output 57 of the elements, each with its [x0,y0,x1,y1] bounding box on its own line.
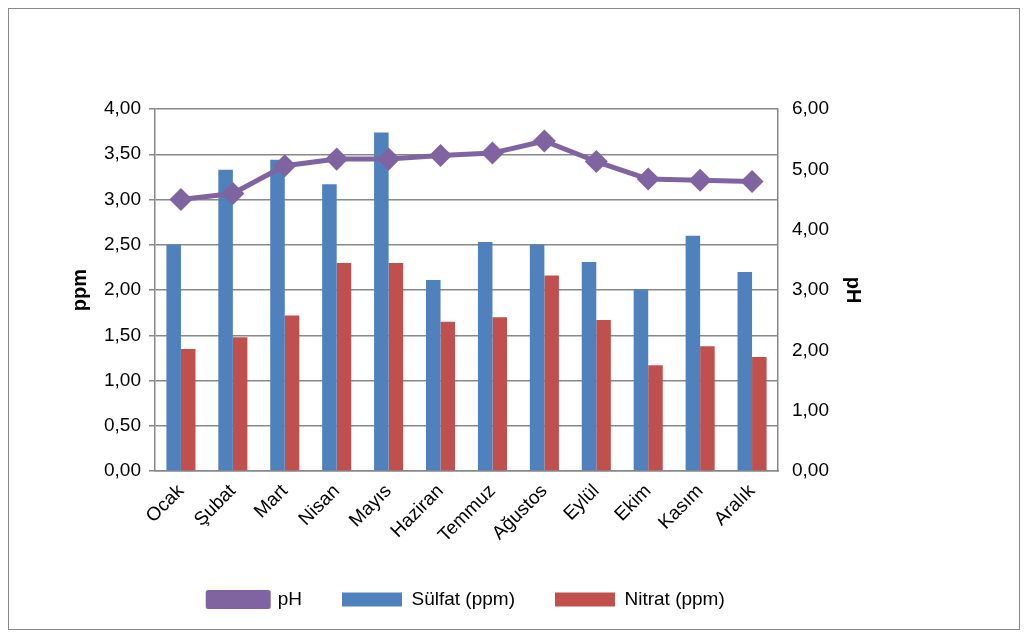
y-tick-label: 2,50 [104,233,141,255]
point [637,168,659,190]
bar [633,289,649,471]
bar [685,235,701,471]
point [170,189,192,211]
point [378,148,400,170]
legend-label: Nitrat (ppm) [624,587,725,609]
y2-tick-label: 3,00 [792,278,829,300]
y-tick-label: 3,50 [104,142,141,164]
y-tick-label: 3,00 [104,187,141,209]
bar [374,132,389,471]
point [481,142,503,164]
bar [426,280,441,471]
bar [492,317,507,471]
point [533,130,555,152]
y2-tick-label: 5,00 [792,157,829,179]
bar [737,271,753,471]
y2-tick-label: 4,00 [792,217,829,239]
bar [440,321,456,471]
legend-label: pH [277,587,303,609]
point [689,169,711,191]
point [741,170,763,192]
y-axis-title: ppm [67,268,90,312]
bar [700,346,715,471]
bar [166,244,181,471]
bar [529,244,545,471]
bar [596,319,611,471]
y-tick-label: 2,00 [104,278,141,300]
bar [544,275,559,471]
point [430,144,452,166]
bar [322,184,337,471]
point [222,182,244,204]
y2-tick-label: 6,00 [792,97,829,119]
bar [336,262,352,471]
bar [232,337,248,471]
y-tick-label: 0,50 [104,414,141,436]
y2-axis-title: pH [843,276,866,304]
y-tick-label: 1,00 [104,368,141,390]
y-tick-label: 1,50 [104,323,141,345]
bar [218,169,233,471]
bar [752,357,767,471]
bar [581,261,597,471]
point [326,148,348,170]
y2-tick-label: 2,00 [792,338,829,360]
legend-label: Sülfat (ppm) [411,587,515,609]
point [585,151,607,173]
bar [388,262,404,471]
bar [180,348,196,471]
bar [270,159,285,471]
y-tick-label: 4,00 [104,97,141,119]
y2-tick-label: 0,00 [792,459,829,481]
y-tick-label: 0,00 [104,459,141,481]
bar [648,365,663,471]
point [274,155,296,177]
bar [477,242,493,471]
y2-tick-label: 1,00 [792,399,829,420]
bar [284,315,300,471]
